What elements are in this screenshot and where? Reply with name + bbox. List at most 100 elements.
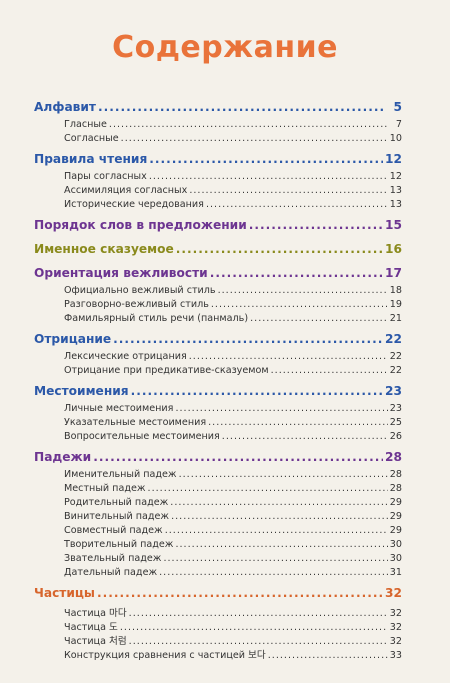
subsection-title: Согласные — [64, 133, 119, 144]
dot-leader — [208, 417, 388, 428]
dot-leader — [170, 497, 388, 508]
toc-subsection-entry[interactable]: Разговорно-вежливый стиль 19 — [34, 299, 402, 313]
toc-chapter-entry[interactable]: Местоимения 23 — [34, 384, 402, 403]
dot-leader — [159, 567, 388, 578]
toc-subsection-entry[interactable]: Частица 도 32 — [34, 619, 402, 633]
chapter-title: Ориентация вежливости — [34, 266, 208, 280]
toc-chapter-entry[interactable]: Отрицание 22 — [34, 332, 402, 351]
subsection-title: Совместный падеж — [64, 525, 163, 536]
toc-chapter-entry[interactable]: Падежи 28 — [34, 450, 402, 469]
dot-leader — [109, 119, 388, 130]
toc-section: Падежи28Именительный падеж28Местный паде… — [34, 450, 402, 581]
subsection-title: Лексические отрицания — [64, 351, 187, 362]
chapter-page-number: 32 — [385, 586, 402, 600]
subsection-page-number: 12 — [389, 171, 402, 182]
dot-leader — [149, 152, 383, 166]
chapter-title: Частицы — [34, 586, 95, 600]
subsection-page-number: 31 — [389, 567, 402, 578]
chapter-page-number: 16 — [385, 242, 402, 256]
toc-section: Отрицание22Лексические отрицания22Отрица… — [34, 332, 402, 379]
toc-subsection-entry[interactable]: Родительный падеж 29 — [34, 497, 402, 511]
toc-subsection-entry[interactable]: Частица 마다 32 — [34, 605, 402, 619]
subsection-title: Звательный падеж — [64, 553, 162, 564]
subsection-title: Указательные местоимения — [64, 417, 207, 428]
dot-leader — [148, 483, 388, 494]
toc-subsection-entry[interactable]: Указательные местоимения 25 — [34, 417, 402, 431]
table-of-contents: Алфавит 5 Гласные 7 Согласные 10 Правила чтени… — [34, 100, 402, 666]
subsection-title: Творительный падеж — [64, 539, 174, 550]
toc-subsection-entry[interactable]: Вопросительные местоимения 26 — [34, 431, 402, 445]
dot-leader — [211, 299, 388, 310]
toc-subsection-entry[interactable]: Личные местоимения 23 — [34, 403, 402, 417]
toc-subsection-entry[interactable]: Местный падеж 28 — [34, 483, 402, 497]
toc-subsection-entry[interactable]: Творительный падеж 30 — [34, 539, 402, 553]
toc-section: Алфавит 5 Гласные 7 Согласные 10 — [34, 100, 402, 147]
subsection-page-number: 30 — [389, 553, 402, 564]
dot-leader — [120, 622, 388, 633]
toc-subsection-entry[interactable]: Совместный падеж 29 — [34, 525, 402, 539]
subsection-page-number: 33 — [389, 650, 402, 661]
dot-leader — [271, 365, 388, 376]
toc-section: Именное сказуемое 16 — [34, 242, 402, 261]
subsection-title: Местный падеж — [64, 483, 146, 494]
chapter-title: Порядок слов в предложении — [34, 218, 247, 232]
subsection-page-number: 22 — [389, 365, 402, 376]
dot-leader — [249, 218, 383, 232]
toc-subsection-entry[interactable]: Дательный падеж 31 — [34, 567, 402, 581]
chapter-page-number: 12 — [385, 152, 402, 166]
subsection-title: Родительный падеж — [64, 497, 169, 508]
toc-subsection-entry[interactable]: Официально вежливый стиль 18 — [34, 285, 402, 299]
dot-leader — [189, 351, 388, 362]
toc-subsection-entry[interactable]: Согласные 10 — [34, 133, 402, 147]
dot-leader — [222, 431, 388, 442]
toc-subsection-entry[interactable]: Винительный падеж 29 — [34, 511, 402, 525]
dot-leader — [129, 608, 388, 619]
toc-subsection-entry[interactable]: Именительный падеж 28 — [34, 469, 402, 483]
subsection-page-number: 32 — [389, 608, 402, 619]
toc-subsection-entry[interactable]: Отрицание при предикативе-сказуемом 22 — [34, 365, 402, 379]
chapter-page-number: 28 — [385, 450, 402, 464]
subsection-title: Пары согласных — [64, 171, 147, 182]
toc-chapter-entry[interactable]: Именное сказуемое 16 — [34, 242, 402, 261]
subsection-title: Официально вежливый стиль — [64, 285, 216, 296]
toc-subsection-entry[interactable]: Звательный падеж 30 — [34, 553, 402, 567]
subsection-page-number: 25 — [389, 417, 402, 428]
toc-subsection-entry[interactable]: Лексические отрицания 22 — [34, 351, 402, 365]
subsection-page-number: 32 — [389, 622, 402, 633]
toc-section: Местоимения 23 Личные местоимения 23 Указате… — [34, 384, 402, 445]
subsection-page-number: 28 — [389, 483, 402, 494]
toc-subsection-entry[interactable]: Частица 처럼 32 — [34, 633, 402, 647]
subsection-title: Частица 도 — [64, 622, 118, 633]
subsection-page-number: 26 — [389, 431, 402, 442]
subsection-title: Гласные — [64, 119, 107, 130]
chapter-title: Алфавит — [34, 100, 96, 114]
dot-leader — [113, 332, 383, 346]
subsection-page-number: 29 — [389, 497, 402, 508]
chapter-title: Правила чтения — [34, 152, 148, 166]
dot-leader — [179, 469, 388, 480]
toc-subsection-entry[interactable]: Фамильярный стиль речи (панмаль) 21 — [34, 313, 402, 327]
subsection-page-number: 13 — [389, 199, 402, 210]
toc-chapter-entry[interactable]: Алфавит 5 — [34, 100, 402, 119]
subsection-title: Разговорно-вежливый стиль — [64, 299, 209, 310]
subsection-page-number: 29 — [389, 511, 402, 522]
toc-chapter-entry[interactable]: Правила чтения 12 — [34, 152, 402, 171]
chapter-title: Именное сказуемое — [34, 242, 174, 256]
subsection-title: Ассимиляция согласных — [64, 185, 188, 196]
toc-subsection-entry[interactable]: Пары согласных 12 — [34, 171, 402, 185]
subsection-page-number: 22 — [389, 351, 402, 362]
toc-subsection-entry[interactable]: Гласные 7 — [34, 119, 402, 133]
toc-chapter-entry[interactable]: Частицы 32 — [34, 586, 402, 605]
dot-leader — [93, 450, 383, 464]
toc-chapter-entry[interactable]: Ориентация вежливости 17 — [34, 266, 402, 285]
dot-leader — [206, 199, 388, 210]
toc-subsection-entry[interactable]: Исторические чередования 13 — [34, 199, 402, 213]
toc-chapter-entry[interactable]: Порядок слов в предложении 15 — [34, 218, 402, 237]
chapter-title: Местоимения — [34, 384, 129, 398]
subsection-title: Фамильярный стиль речи (панмаль) — [64, 313, 249, 324]
dot-leader — [175, 403, 387, 414]
toc-subsection-entry[interactable]: Ассимиляция согласных 13 — [34, 185, 402, 199]
toc-subsection-entry[interactable]: Конструкция сравнения с частицей 보다 33 — [34, 647, 402, 661]
subsection-title: Частица 처럼 — [64, 636, 127, 647]
dot-leader — [268, 650, 388, 661]
